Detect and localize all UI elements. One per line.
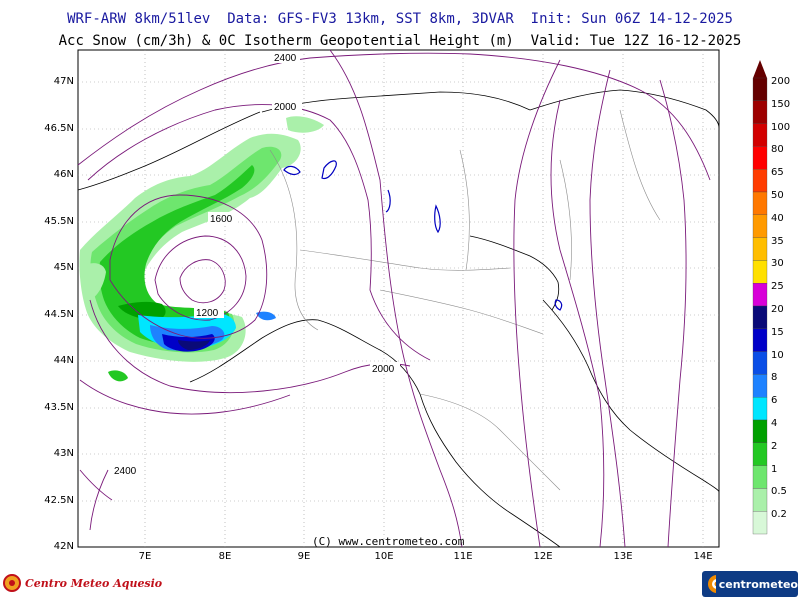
lon-label: 8E xyxy=(218,551,232,562)
legend-value-label: 6 xyxy=(771,395,778,407)
contour-label-2000-top: 2000 xyxy=(274,102,297,113)
lon-label: 13E xyxy=(613,551,633,562)
centrometeo-logo: centrometeo xyxy=(702,571,798,597)
lat-label: 44N xyxy=(53,355,74,366)
title-line-2: Acc Snow (cm/3h) & 0C Isotherm Geopotent… xyxy=(58,33,742,49)
lat-label: 43.5N xyxy=(44,402,74,413)
lat-label: 47N xyxy=(53,76,74,87)
contour-label-1600: 1600 xyxy=(210,214,233,225)
lat-label: 45N xyxy=(53,262,74,273)
legend-value-label: 30 xyxy=(771,258,784,270)
legend-value-label: 10 xyxy=(771,349,784,361)
legend-value-label: 0.5 xyxy=(771,486,787,498)
legend-value-label: 150 xyxy=(771,98,791,110)
lat-label: 42N xyxy=(53,541,74,552)
legend-value-label: 20 xyxy=(771,304,784,315)
snow-field xyxy=(79,116,324,382)
lon-label: 7E xyxy=(138,551,152,562)
legend-value-label: 4 xyxy=(771,418,778,429)
copyright-text: (C) www.centrometeo.com xyxy=(312,535,465,548)
title-line-1: WRF-ARW 8km/51lev Data: GFS-FV3 13km, SS… xyxy=(67,11,733,27)
legend-value-label: 40 xyxy=(771,212,784,224)
isotherm-contours xyxy=(77,49,711,548)
legend-value-label: 80 xyxy=(771,144,784,156)
left-logo-text: Centro Meteo Aquesio xyxy=(25,576,163,590)
centro-meteo-aquesio-logo: Centro Meteo Aquesio xyxy=(2,570,162,596)
right-logo-text: centrometeo xyxy=(718,577,798,591)
legend-value-label: 1 xyxy=(771,463,778,475)
map-frame xyxy=(77,49,720,548)
legend-value-label: 35 xyxy=(771,235,784,247)
lat-label: 44.5N xyxy=(44,309,74,320)
legend-value-label: 8 xyxy=(771,372,778,384)
lat-label: 43N xyxy=(53,448,74,459)
legend-value-label: 15 xyxy=(771,326,784,338)
legend-value-label: 50 xyxy=(771,190,784,201)
lon-label: 14E xyxy=(693,551,713,562)
globe-icon xyxy=(708,575,716,593)
legend-value-label: 2 xyxy=(771,440,778,452)
contour-label-2400-bottom: 2400 xyxy=(114,466,137,477)
legend-value-label: 25 xyxy=(771,281,784,293)
lon-label: 9E xyxy=(297,551,311,562)
lat-label: 45.5N xyxy=(44,216,74,227)
contour-labels: 2400 2000 1600 1200 2000 2400 xyxy=(112,51,400,477)
legend-value-label: 200 xyxy=(771,76,791,87)
lat-label: 46N xyxy=(53,169,74,180)
lakes xyxy=(283,160,563,311)
legend-value-label: 65 xyxy=(771,167,784,179)
legend-value-label: 0.2 xyxy=(771,509,787,521)
lon-label: 12E xyxy=(533,551,553,562)
sun-icon xyxy=(3,574,21,592)
lon-label: 10E xyxy=(374,551,394,562)
contour-label-2400-top: 2400 xyxy=(274,53,297,64)
contour-label-1200: 1200 xyxy=(196,308,219,319)
lon-label: 11E xyxy=(453,551,473,562)
lat-label: 46.5N xyxy=(44,123,74,134)
lat-label: 42.5N xyxy=(44,495,74,506)
contour-label-2000-bottom: 2000 xyxy=(372,364,395,375)
coastline xyxy=(77,89,720,548)
legend-value-label: 100 xyxy=(771,121,791,133)
region-borders xyxy=(269,109,661,491)
